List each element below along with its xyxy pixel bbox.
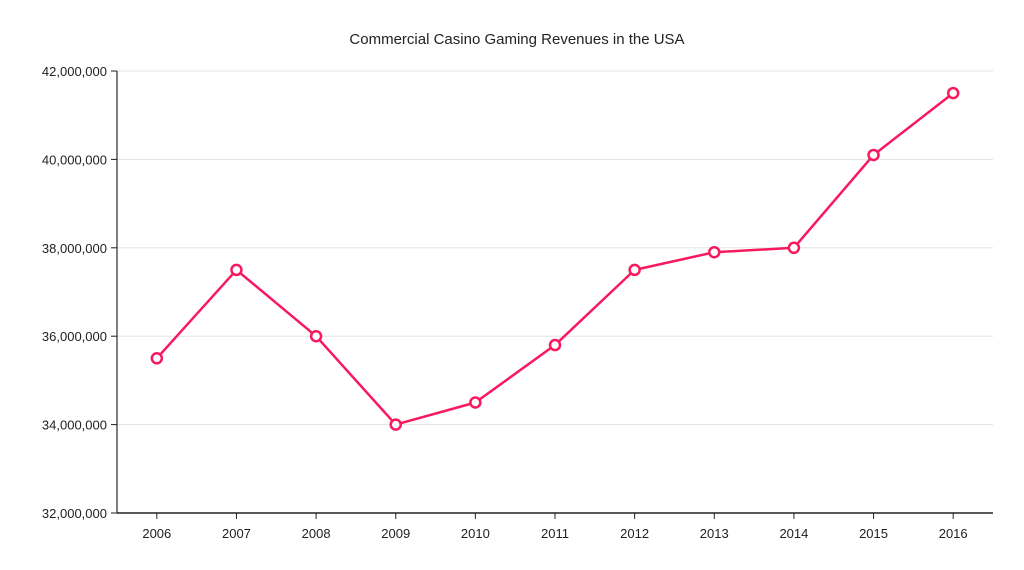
y-tick-label: 34,000,000 xyxy=(42,418,107,433)
series-line xyxy=(155,92,954,426)
data-point xyxy=(469,396,482,409)
chart-title: Commercial Casino Gaming Revenues in the… xyxy=(349,31,684,48)
x-tick-label: 2006 xyxy=(142,526,171,541)
x-tick-label: 2011 xyxy=(541,526,569,541)
y-tick-label: 36,000,000 xyxy=(42,329,107,344)
data-point xyxy=(708,245,721,259)
y-axis-ticks: 32,000,000 34,000,000 36,000,000 38,000,000… xyxy=(42,64,117,521)
data-point xyxy=(946,86,960,100)
y-tick-label: 38,000,000 xyxy=(42,241,107,256)
x-tick-label: 2012 xyxy=(620,526,649,541)
x-tick-label: 2007 xyxy=(222,526,251,541)
x-tick-label: 2014 xyxy=(779,526,808,541)
y-tick-label: 42,000,000 xyxy=(42,64,107,79)
x-tick-label: 2008 xyxy=(302,526,331,541)
data-point xyxy=(230,263,243,277)
data-point xyxy=(150,352,164,365)
data-point xyxy=(309,329,323,343)
data-point xyxy=(389,418,402,431)
axes xyxy=(116,71,993,514)
x-tick-label: 2016 xyxy=(939,526,968,541)
x-tick-label: 2013 xyxy=(700,526,729,541)
data-point xyxy=(548,338,562,352)
y-tick-label: 32,000,000 xyxy=(42,506,107,521)
x-tick-label: 2009 xyxy=(381,526,410,541)
x-tick-label: 2015 xyxy=(859,526,888,541)
data-point xyxy=(628,263,641,277)
x-axis-ticks: 2006 2007 2008 2009 2010 2011 2012 2013 2014 2015… xyxy=(142,513,968,541)
data-point xyxy=(787,241,801,255)
gridlines xyxy=(117,70,993,426)
y-tick-label: 40,000,000 xyxy=(42,152,107,167)
data-point xyxy=(867,148,880,162)
series-group xyxy=(150,86,960,431)
x-tick-label: 2010 xyxy=(461,526,490,541)
